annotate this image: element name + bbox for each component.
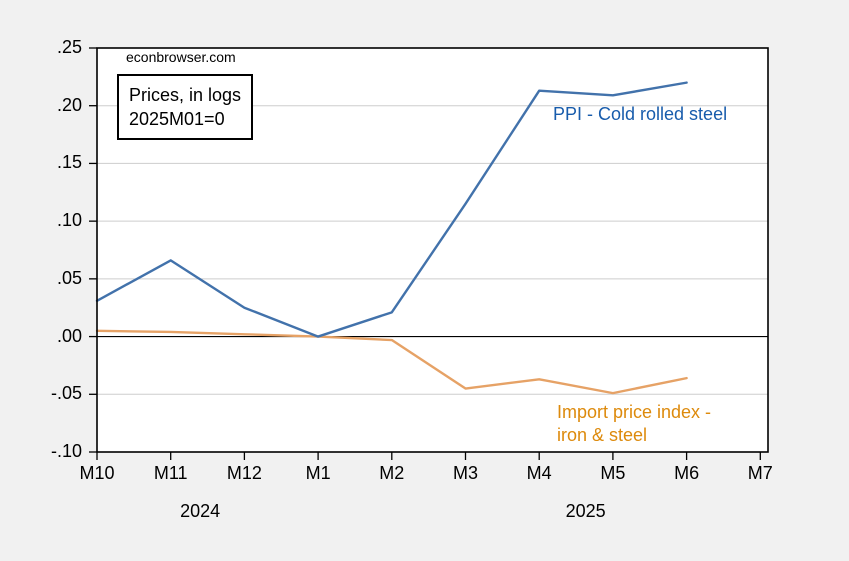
year-label: 2025 xyxy=(565,501,606,521)
y-tick-label: -.05 xyxy=(50,383,82,404)
x-tick-label: M7 xyxy=(747,463,773,483)
y-tick-label: .05 xyxy=(56,267,82,288)
y-tick-label: .15 xyxy=(56,152,82,173)
y-tick-label: .10 xyxy=(56,210,82,231)
x-tick-label: M10 xyxy=(79,463,115,483)
x-tick-label: M3 xyxy=(452,463,478,483)
series-label-import-line2: iron & steel xyxy=(557,425,648,445)
x-tick-label: M5 xyxy=(600,463,626,483)
annotation-box: Prices, in logs 2025M01=0 xyxy=(117,74,254,140)
y-tick-label: -.10 xyxy=(50,441,82,461)
x-tick-label: M11 xyxy=(153,463,188,483)
series-label-ppi: PPI - Cold rolled steel xyxy=(553,104,728,124)
x-tick-label: M12 xyxy=(226,463,262,483)
series-label-import-line1: Import price index - xyxy=(557,402,712,422)
y-tick-label: .20 xyxy=(56,94,82,115)
x-tick-label: M1 xyxy=(305,463,331,483)
y-tick-label: .00 xyxy=(56,325,82,346)
x-tick-label: M4 xyxy=(526,463,552,483)
plot-frame xyxy=(96,47,769,453)
annotation-line2: 2025M01=0 xyxy=(129,109,225,129)
series-label-import-price: Import price index - iron & steel xyxy=(557,401,711,447)
x-tick-label: M2 xyxy=(379,463,405,483)
import-price-index-line xyxy=(95,329,688,395)
year-label: 2024 xyxy=(180,501,221,521)
ppi-cold-rolled-steel-line xyxy=(95,81,688,338)
y-tick-label: .25 xyxy=(56,37,82,57)
x-tick-label: M6 xyxy=(674,463,700,483)
watermark-text: econbrowser.com xyxy=(126,49,236,65)
annotation-line1: Prices, in logs xyxy=(129,85,242,105)
